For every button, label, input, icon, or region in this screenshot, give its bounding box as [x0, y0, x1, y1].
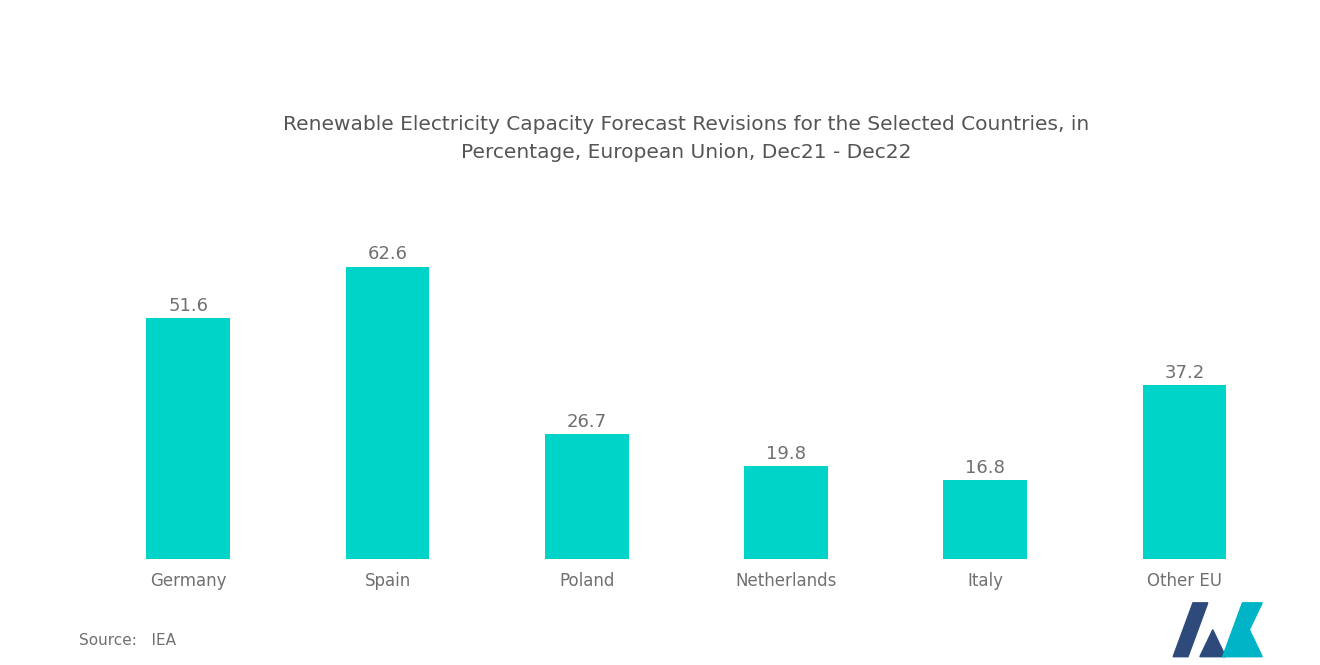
Bar [1143, 386, 1226, 559]
Bar [744, 466, 828, 559]
Bar [944, 480, 1027, 559]
Text: 16.8: 16.8 [965, 459, 1006, 477]
Text: 51.6: 51.6 [168, 297, 209, 315]
Bar [147, 319, 230, 559]
Text: 37.2: 37.2 [1164, 364, 1205, 382]
Polygon shape [1200, 630, 1226, 657]
Text: Source:   IEA: Source: IEA [79, 633, 176, 648]
Title: Renewable Electricity Capacity Forecast Revisions for the Selected Countries, in: Renewable Electricity Capacity Forecast … [284, 116, 1089, 162]
Text: 19.8: 19.8 [766, 445, 807, 463]
Bar [545, 434, 628, 559]
Text: 62.6: 62.6 [367, 245, 408, 263]
Polygon shape [1173, 602, 1208, 657]
Bar [346, 267, 429, 559]
Text: 26.7: 26.7 [566, 412, 607, 431]
Polygon shape [1222, 602, 1262, 657]
